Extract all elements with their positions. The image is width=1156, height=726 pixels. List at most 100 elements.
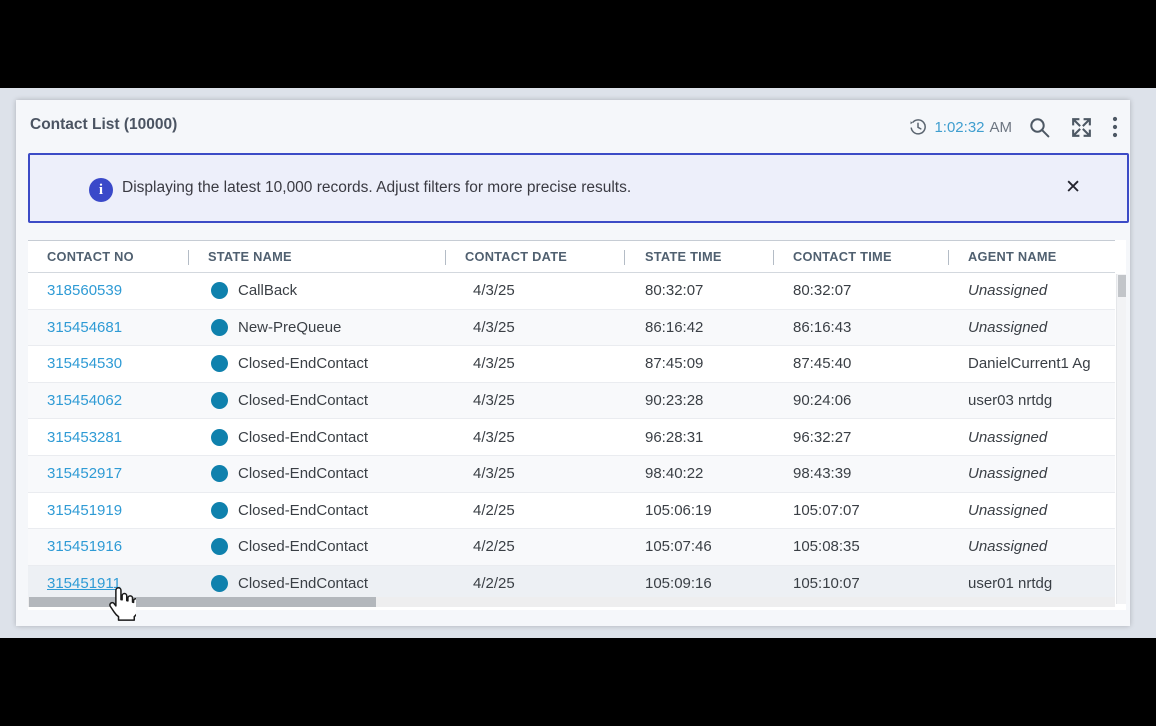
table-row: 315454530 Closed-EndContact 4/3/25 87:45…	[28, 346, 1115, 383]
agent-name-cell: user01 nrtdg	[968, 575, 1053, 593]
state-status-dot-icon	[211, 501, 228, 519]
state-name: New-PreQueue	[238, 318, 342, 336]
table-row: 315452917 Closed-EndContact 4/3/25 98:40…	[28, 455, 1115, 493]
table-row: 315454062 Closed-EndContact 4/3/25 90:23…	[28, 382, 1115, 420]
contact-time-cell: 80:32:07	[793, 282, 852, 300]
page-title: Contact List (10000)	[30, 116, 178, 133]
agent-name-cell: Unassigned	[968, 538, 1048, 556]
contact-no-link[interactable]: 315454681	[47, 318, 123, 336]
contact-no-cell: 315452917	[28, 456, 188, 492]
contact-no-link[interactable]: 315451916	[47, 538, 123, 556]
state-time-cell: 105:06:19	[645, 501, 712, 519]
agent-name-cell: Unassigned	[968, 318, 1048, 336]
horizontal-scrollbar[interactable]	[28, 597, 1115, 607]
agent-name-cell: DanielCurrent1 Ag	[968, 355, 1091, 373]
refresh-time-suffix: AM	[989, 118, 1013, 136]
widget-header: Contact List (10000) 1:02:32 AM	[16, 100, 1130, 152]
info-icon: i	[89, 178, 113, 202]
contact-no-link[interactable]: 315451919	[47, 501, 123, 519]
state-name: Closed-EndContact	[238, 465, 369, 483]
horizontal-scrollbar-thumb[interactable]	[29, 597, 376, 607]
vertical-scrollbar[interactable]	[1116, 274, 1126, 604]
column-header[interactable]: STATE NAME	[188, 241, 445, 272]
state-name-cell: Closed-EndContact	[188, 383, 445, 419]
state-name-cell: Closed-EndContact	[188, 456, 445, 492]
table-body: 318560539 CallBack 4/3/25 80:32:07 80:32…	[28, 273, 1126, 603]
contact-no-cell: 318560539	[28, 273, 188, 309]
state-time-cell: 105:07:46	[645, 538, 712, 556]
state-status-dot-icon	[211, 392, 228, 410]
state-name: Closed-EndContact	[238, 501, 369, 519]
contact-date-cell: 4/3/25	[473, 392, 515, 410]
contact-date-cell: 4/3/25	[473, 282, 515, 300]
state-status-dot-icon	[211, 575, 228, 593]
state-name: Closed-EndContact	[238, 355, 369, 373]
contact-no-cell: 315451911	[28, 566, 188, 602]
header-controls: 1:02:32 AM	[907, 112, 1120, 142]
contact-date-cell: 4/3/25	[473, 428, 515, 446]
contact-time-cell: 105:08:35	[793, 538, 860, 556]
state-status-dot-icon	[211, 428, 228, 446]
contact-no-cell: 315451919	[28, 493, 188, 529]
state-status-dot-icon	[211, 282, 228, 300]
contact-no-link[interactable]: 315454530	[47, 355, 123, 373]
column-header[interactable]: CONTACT DATE	[445, 241, 624, 272]
contact-table: CONTACT NO STATE NAME CONTACT DATE STATE…	[28, 240, 1126, 610]
state-name: CallBack	[238, 282, 298, 300]
state-time-cell: 87:45:09	[645, 355, 704, 373]
agent-name-cell: user03 nrtdg	[968, 392, 1053, 410]
table-row: 315451919 Closed-EndContact 4/2/25 105:0…	[28, 492, 1115, 530]
info-banner: i Displaying the latest 10,000 records. …	[28, 153, 1129, 223]
contact-time-cell: 105:10:07	[793, 575, 860, 593]
state-name-cell: Closed-EndContact	[188, 346, 445, 382]
state-name-cell: CallBack	[188, 273, 445, 309]
state-time-cell: 80:32:07	[645, 282, 704, 300]
column-header[interactable]: CONTACT NO	[47, 249, 134, 264]
contact-date-cell: 4/3/25	[473, 465, 515, 483]
contact-time-cell: 98:43:39	[793, 465, 852, 483]
refresh-time-value: 1:02:32	[934, 118, 985, 136]
agent-name-cell: Unassigned	[968, 501, 1048, 519]
column-header[interactable]: AGENT NAME	[948, 241, 1115, 272]
vertical-scrollbar-thumb[interactable]	[1118, 275, 1126, 297]
contact-no-link[interactable]: 315454062	[47, 392, 123, 410]
contact-time-cell: 87:45:40	[793, 355, 852, 373]
contact-date-cell: 4/3/25	[473, 355, 515, 373]
state-name-cell: Closed-EndContact	[188, 493, 445, 529]
state-time-cell: 105:09:16	[645, 575, 712, 593]
table-row: 318560539 CallBack 4/3/25 80:32:07 80:32…	[28, 273, 1115, 310]
contact-no-cell: 315453281	[28, 419, 188, 455]
contact-no-link[interactable]: 315452917	[47, 465, 123, 483]
state-name: Closed-EndContact	[238, 575, 369, 593]
agent-name-cell: Unassigned	[968, 282, 1048, 300]
state-name-cell: New-PreQueue	[188, 310, 445, 346]
banner-message: Displaying the latest 10,000 records. Ad…	[122, 179, 632, 196]
column-header[interactable]: CONTACT TIME	[773, 241, 948, 272]
contact-date-cell: 4/2/25	[473, 501, 515, 519]
contact-no-link[interactable]: 315453281	[47, 428, 123, 446]
state-status-dot-icon	[211, 465, 228, 483]
state-time-cell: 86:16:42	[645, 318, 704, 336]
contact-no-link[interactable]: 315451911	[47, 575, 121, 593]
column-header[interactable]: STATE TIME	[624, 241, 773, 272]
banner-close-icon[interactable]: ✕	[1065, 177, 1081, 198]
table-row: 315451916 Closed-EndContact 4/2/25 105:0…	[28, 529, 1115, 566]
state-name-cell: Closed-EndContact	[188, 566, 445, 602]
refresh-time[interactable]: 1:02:32 AM	[907, 116, 1012, 138]
table-row: 315453281 Closed-EndContact 4/3/25 96:28…	[28, 419, 1115, 456]
contact-no-cell: 315451916	[28, 529, 188, 565]
kebab-menu-icon[interactable]	[1110, 114, 1120, 140]
state-name: Closed-EndContact	[238, 392, 369, 410]
contact-no-link[interactable]: 318560539	[47, 282, 123, 300]
contact-date-cell: 4/3/25	[473, 318, 515, 336]
contact-date-cell: 4/2/25	[473, 575, 515, 593]
expand-icon[interactable]	[1067, 113, 1096, 142]
contact-no-cell: 315454681	[28, 310, 188, 346]
state-status-dot-icon	[211, 538, 228, 556]
state-time-cell: 98:40:22	[645, 465, 704, 483]
search-icon[interactable]	[1026, 114, 1053, 141]
contact-no-cell: 315454530	[28, 346, 188, 382]
contact-time-cell: 90:24:06	[793, 392, 852, 410]
state-status-dot-icon	[211, 318, 228, 336]
state-status-dot-icon	[211, 355, 228, 373]
